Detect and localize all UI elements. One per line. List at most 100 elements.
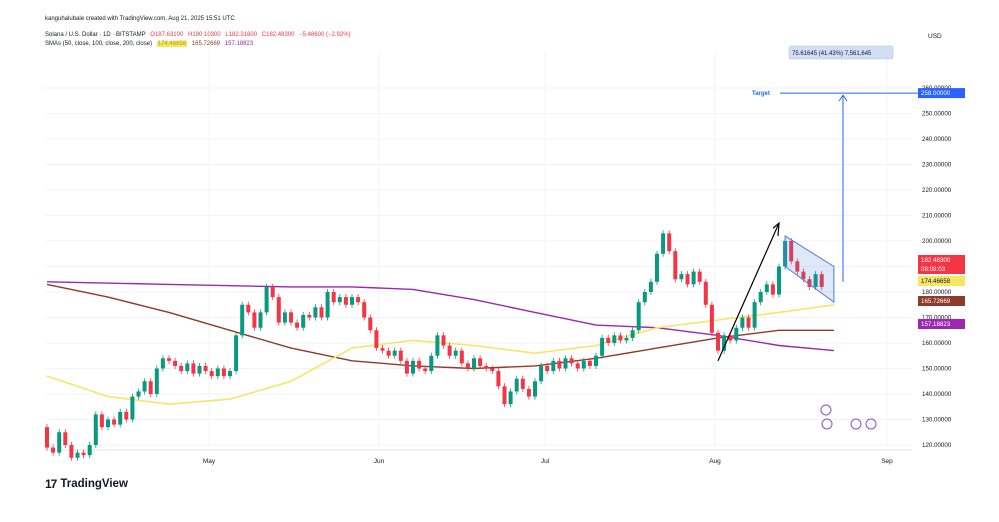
candle-body	[167, 358, 171, 361]
candle	[813, 271, 818, 290]
target-label: Target	[752, 91, 770, 97]
candle-body	[124, 411, 129, 420]
candle	[167, 355, 171, 364]
candle	[246, 301, 251, 316]
candle	[490, 365, 495, 375]
candle-body	[587, 360, 592, 366]
candle-body	[801, 271, 806, 280]
candle	[325, 288, 330, 321]
candle	[661, 230, 666, 257]
candle	[337, 294, 342, 306]
price-tick-label: 130.00000	[922, 417, 952, 424]
candle	[642, 288, 647, 306]
candle	[331, 288, 336, 306]
price-tick-label: 200.00000	[922, 238, 952, 245]
measure-text: 75.61645 (41.43%) 7,561,645	[792, 51, 872, 57]
candle	[228, 367, 232, 380]
candle-body	[734, 327, 739, 341]
candle	[563, 355, 568, 372]
candle-body	[636, 302, 641, 331]
chart-credit: kanguhalubale created with TradingView.c…	[45, 16, 235, 22]
candle	[648, 278, 653, 296]
candle-body	[197, 365, 202, 374]
event-marker-icon	[865, 418, 877, 430]
candle-body	[362, 302, 367, 318]
candle-body	[709, 304, 714, 333]
candle	[179, 362, 184, 375]
candle-body	[246, 304, 251, 313]
candle	[575, 360, 580, 372]
candle	[276, 294, 281, 326]
candle-body	[209, 371, 214, 377]
month-tick-label: Sep	[881, 458, 893, 465]
sma100-line	[46, 283, 834, 370]
candle-body	[221, 368, 226, 377]
candle-body	[740, 317, 745, 328]
candle-body	[795, 261, 800, 272]
candle	[356, 294, 361, 306]
tradingview-wordmark: TradingView	[60, 478, 128, 490]
candle	[667, 230, 672, 255]
ohlc-change: −5.48600 (−2.92%)	[299, 32, 351, 38]
candle	[417, 357, 422, 372]
candle-body	[63, 432, 68, 445]
candle-body	[545, 365, 550, 372]
candle-body	[69, 445, 74, 458]
candle	[386, 347, 391, 359]
candle	[740, 314, 745, 331]
candle	[307, 311, 312, 321]
candle-body	[313, 307, 318, 318]
candle-body	[392, 350, 397, 356]
candle-body	[655, 253, 659, 282]
month-tick-label: Jul	[541, 458, 550, 465]
candle-body	[661, 233, 666, 254]
candle-body	[703, 281, 708, 305]
price-tick-label: 150.00000	[922, 366, 952, 373]
candle-body	[679, 274, 684, 280]
candle	[697, 268, 702, 285]
candle-body	[374, 330, 379, 349]
candle	[618, 332, 623, 344]
candle-body	[630, 330, 635, 338]
candle-body	[691, 271, 696, 285]
candle	[63, 429, 68, 449]
candle	[685, 271, 690, 288]
candle-body	[514, 378, 519, 392]
price-tick-label: 170.00000	[922, 315, 952, 322]
sma100-badge: 165.72669	[921, 298, 951, 305]
candle-body	[496, 371, 501, 387]
candle-body	[57, 432, 62, 453]
candle	[142, 378, 147, 395]
candle-body	[99, 414, 104, 428]
price-tick-label: 210.00000	[922, 213, 952, 220]
candle	[81, 449, 86, 459]
candle-body	[435, 335, 440, 356]
candle-body	[160, 358, 165, 369]
month-tick-label: May	[203, 458, 216, 465]
candle-body	[758, 292, 763, 303]
candle	[612, 332, 617, 347]
last-price-badge: 182.48300	[921, 257, 951, 264]
sma50-badge: 174.46658	[921, 278, 951, 285]
candle	[758, 288, 763, 306]
candle	[124, 408, 129, 423]
candle-body	[807, 279, 812, 287]
candle	[716, 329, 720, 354]
sma-label: SMAs (50, close, 100, close, 200, close)	[45, 41, 153, 47]
candle	[600, 334, 605, 359]
candle	[130, 393, 135, 423]
candle	[630, 327, 635, 341]
candle-body	[203, 365, 208, 372]
candle	[636, 299, 641, 334]
candle	[594, 352, 598, 370]
candle-body	[484, 365, 489, 369]
candle	[234, 332, 239, 375]
candle	[368, 314, 373, 334]
candle-body	[539, 365, 544, 382]
candle	[197, 362, 202, 377]
candle	[301, 311, 306, 331]
candle	[478, 355, 483, 370]
price-axis: 260.00000250.00000240.00000230.00000220.…	[203, 33, 952, 465]
